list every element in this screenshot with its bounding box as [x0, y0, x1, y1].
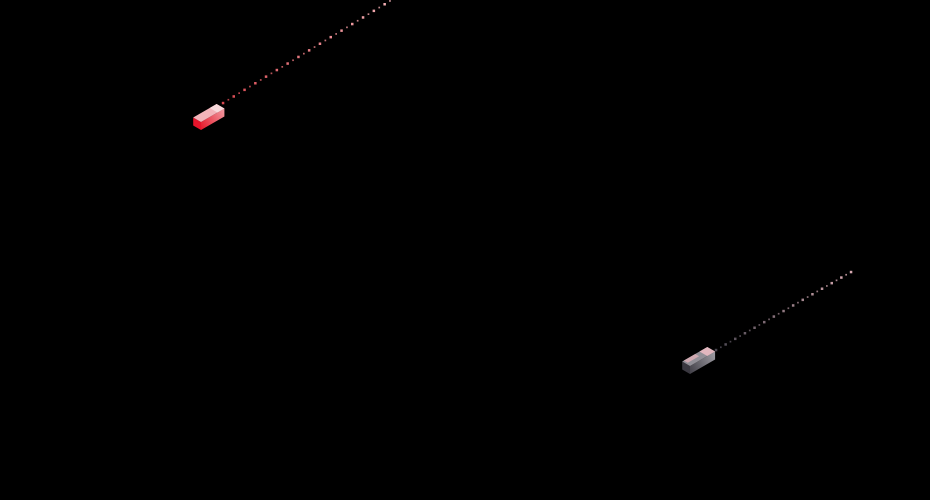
trajectory-dot — [259, 79, 262, 81]
trajectory-dot — [835, 279, 838, 282]
trajectory-dot — [753, 326, 756, 329]
trajectory-dot — [389, 0, 391, 2]
trajectory-dot — [221, 101, 225, 105]
trajectory-dot — [254, 82, 257, 85]
trajectory-dot — [816, 290, 819, 293]
trajectory-dot — [227, 98, 230, 101]
trajectory-dot — [307, 49, 311, 52]
trajectory-dot — [356, 19, 359, 22]
trajectory-dot — [739, 335, 741, 337]
trajectory-dot — [313, 46, 316, 48]
trajectory-dot — [286, 62, 289, 65]
trajectory-dot — [763, 320, 766, 324]
trajectory-dot — [777, 312, 780, 315]
trajectory-dot — [335, 33, 337, 35]
trajectory-dot — [361, 16, 365, 19]
trajectory-dot — [772, 315, 776, 318]
trajectory-dot — [232, 95, 235, 98]
trajectory-dot — [383, 3, 386, 6]
trajectory-dot — [351, 22, 354, 26]
trajectory-dot — [787, 307, 790, 310]
trajectory-dot — [830, 281, 833, 285]
trajectory-dot — [797, 301, 799, 304]
trajectory-dot — [329, 35, 332, 39]
red-vehicle-cab — [209, 104, 225, 113]
gray-vehicle-cab — [699, 347, 716, 356]
trajectory-dot — [281, 66, 284, 68]
red-vehicle[interactable] — [193, 104, 225, 130]
trajectory-dot — [768, 318, 770, 321]
trajectory-dot — [714, 348, 718, 352]
trajectory-dot — [806, 296, 809, 298]
gray-vehicle[interactable] — [682, 347, 716, 374]
trajectory-dot — [346, 26, 348, 29]
trajectory-dot — [743, 332, 747, 335]
trajectory-dot — [748, 329, 751, 332]
trajectory-dot — [324, 39, 327, 42]
gray-vehicle-trajectory — [714, 270, 853, 352]
trajectory-dot — [826, 285, 828, 287]
red-vehicle-trajectory — [221, 0, 391, 105]
gray-vehicle-end-face — [682, 361, 690, 374]
red-vehicle-side-face — [201, 108, 225, 130]
trajectory-dot — [811, 293, 814, 296]
trajectory-dot — [303, 52, 305, 55]
trajectory-dot — [264, 75, 268, 78]
trajectory-dot — [801, 298, 804, 302]
trajectory-dot — [378, 6, 381, 9]
trajectory-dot — [724, 343, 727, 346]
trajectory-dot — [297, 55, 300, 59]
gray-vehicle-accent-0 — [683, 354, 700, 363]
trajectory-dot — [292, 59, 294, 62]
trajectory-dot — [720, 346, 722, 349]
trajectory-dot — [782, 309, 785, 313]
gray-vehicle-side-face — [690, 351, 716, 374]
trajectory-dot — [840, 276, 843, 279]
trajectory-dot — [367, 13, 370, 15]
trajectory-dot — [758, 324, 761, 326]
trajectory-dot — [243, 88, 246, 92]
trajectory-dot — [791, 304, 795, 307]
trajectory-dot — [729, 340, 732, 343]
trajectory-dot — [340, 29, 343, 32]
trajectory-dot — [820, 287, 824, 290]
red-vehicle-end-face — [193, 117, 201, 130]
trajectory-dot — [249, 85, 251, 88]
trajectory-dot — [318, 42, 322, 45]
trajectory-dot — [270, 72, 273, 75]
trajectory-dot — [849, 270, 853, 274]
trajectory-dot — [372, 9, 376, 13]
trajectory-dot — [734, 337, 737, 341]
trajectory-dot — [845, 273, 847, 276]
trajectory-dot — [275, 68, 279, 72]
trajectory-dot — [238, 92, 240, 94]
